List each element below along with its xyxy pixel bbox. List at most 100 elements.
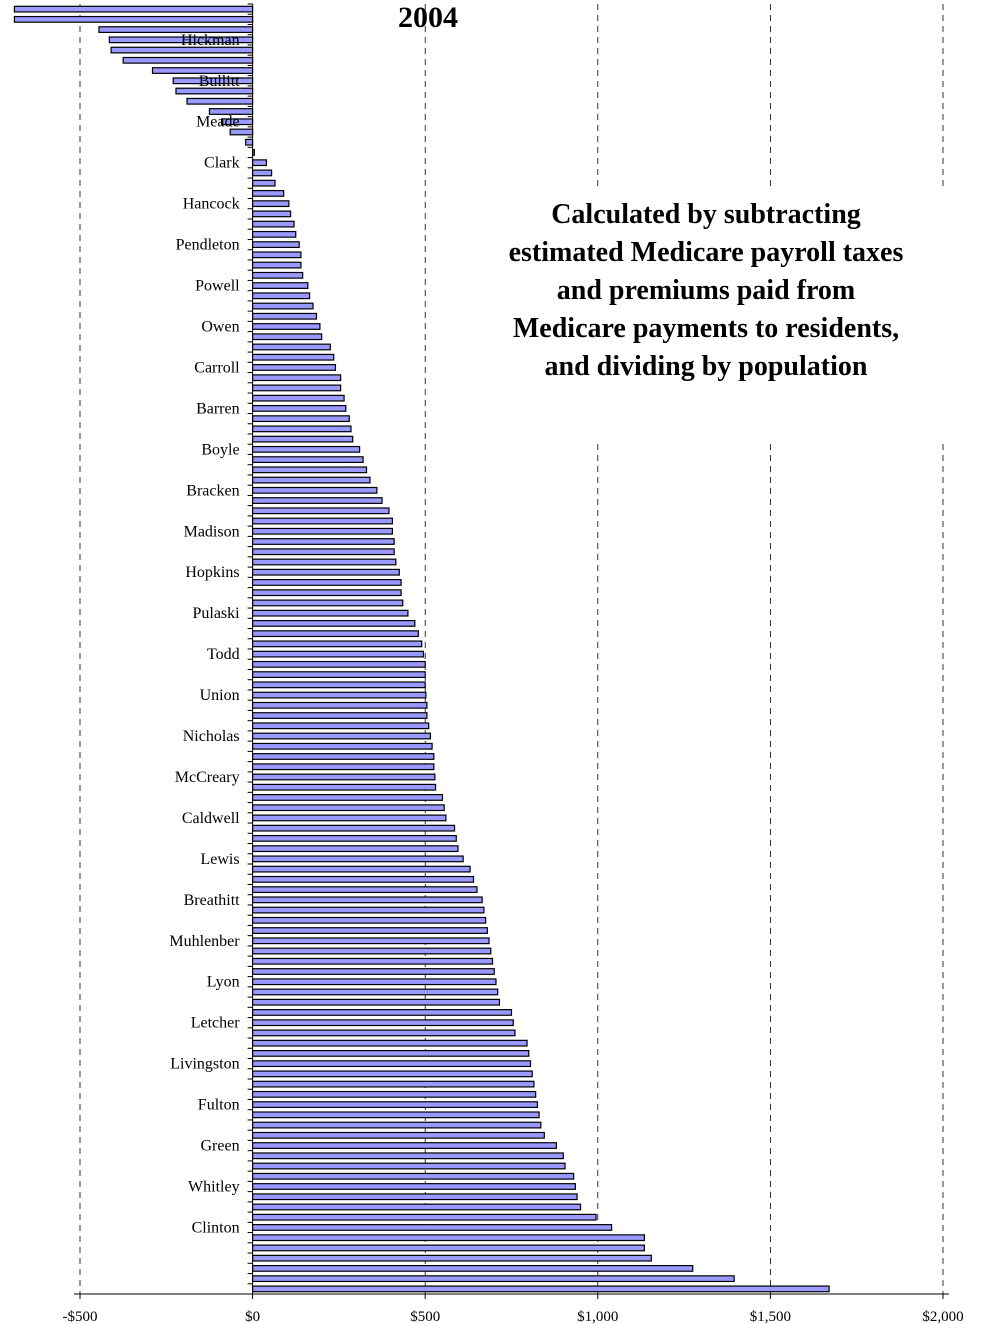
bar-65 (252, 671, 426, 679)
bar-120 (252, 1234, 646, 1242)
bar-110 (252, 1131, 545, 1139)
bar-83 (252, 855, 464, 863)
category-label-27: Green (201, 1138, 240, 1155)
annotation-line-4: and dividing by population (545, 351, 868, 382)
bar-29 (252, 302, 314, 310)
bar-74 (252, 763, 435, 771)
bar-1 (13, 15, 254, 23)
bar-75 (252, 773, 436, 781)
bar-30 (252, 312, 318, 320)
bar-60 (252, 619, 416, 627)
bar-100 (252, 1029, 516, 1037)
x-tick-label-2: $500 (410, 1309, 440, 1324)
bar-34 (252, 353, 335, 361)
bar-116 (252, 1193, 578, 1201)
bar-86 (252, 886, 478, 894)
bar-52 (252, 538, 395, 545)
category-label-13: Hopkins (185, 564, 239, 581)
category-label-6: Powell (195, 278, 240, 295)
bar-16 (252, 169, 273, 177)
bar-47 (252, 486, 378, 494)
bar-49 (252, 507, 390, 515)
bar-61 (252, 630, 419, 638)
annotation-line-3: Medicare payments to residents, (513, 313, 899, 344)
bar-21 (252, 220, 295, 228)
bar-103 (252, 1060, 532, 1068)
bar-15 (252, 159, 268, 167)
bar-92 (252, 947, 492, 955)
category-label-29: Clinton (192, 1219, 240, 1236)
bar-106 (252, 1090, 537, 1098)
x-tick-labels: -$500 $0 $500 $1,000 $1,500 $2,000 (63, 1294, 964, 1324)
category-label-0: Hickman (181, 32, 240, 49)
category-label-8: Carroll (194, 359, 240, 376)
bars (13, 5, 830, 1293)
bar-102 (252, 1049, 530, 1057)
bar-23 (252, 241, 300, 249)
bar-31 (252, 323, 321, 330)
x-tick-label-3: $1,000 (577, 1309, 618, 1324)
bar-97 (252, 998, 501, 1006)
bar-124 (252, 1275, 735, 1283)
bar-80 (252, 824, 456, 832)
annotation: Calculated by subtracting estimated Medic… (509, 199, 904, 382)
category-label-21: Breathitt (184, 892, 241, 909)
bar-44 (252, 456, 364, 464)
bar-25 (252, 261, 302, 269)
category-label-16: Union (200, 687, 240, 704)
annotation-line-0: Calculated by subtracting (551, 199, 861, 230)
bar-112 (252, 1152, 564, 1160)
category-label-3: Clark (204, 155, 240, 172)
bar-121 (252, 1244, 646, 1252)
bar-123 (252, 1264, 694, 1272)
category-label-12: Madison (184, 523, 240, 540)
x-tick-label-5: $2,000 (922, 1309, 963, 1324)
bar-63 (252, 650, 425, 658)
bar-70 (252, 722, 430, 730)
annotation-line-1: estimated Medicare payroll taxes (509, 237, 904, 268)
bar-68 (252, 701, 428, 709)
bar-42 (252, 435, 354, 443)
bar-96 (252, 988, 499, 996)
bar-54 (252, 558, 397, 566)
bar-32 (252, 333, 323, 341)
bar-9 (186, 97, 254, 105)
category-label-26: Fulton (198, 1097, 240, 1114)
category-label-20: Lewis (200, 851, 239, 868)
bar-125 (252, 1285, 830, 1293)
bar-50 (252, 517, 394, 525)
bar-28 (252, 292, 311, 300)
bar-17 (252, 179, 276, 187)
x-tick-label-0: -$500 (63, 1309, 98, 1324)
bar-27 (252, 282, 309, 289)
bar-95 (252, 978, 497, 986)
category-label-23: Lyon (207, 974, 240, 991)
bar-36 (252, 374, 342, 382)
category-label-14: Pulaski (192, 605, 240, 622)
category-label-7: Owen (201, 319, 239, 336)
bar-62 (252, 640, 423, 648)
bar-104 (252, 1070, 533, 1078)
bar-108 (252, 1111, 540, 1119)
bar-118 (252, 1213, 597, 1221)
bar-51 (252, 527, 394, 535)
bar-107 (252, 1101, 538, 1109)
bar-18 (252, 189, 285, 197)
bar-76 (252, 783, 437, 791)
bar-72 (252, 742, 433, 750)
bar-117 (252, 1203, 582, 1211)
bar-84 (252, 865, 471, 873)
bar-13 (245, 138, 254, 146)
annotation-line-2: and premiums paid from (557, 275, 855, 306)
category-label-19: Caldwell (182, 810, 240, 827)
x-tick-label-4: $1,500 (750, 1309, 791, 1324)
category-labels: Hickman Bullitt Meade Clark Hancock Pendleton… (169, 32, 240, 1237)
bar-37 (252, 384, 342, 392)
bar-82 (252, 845, 459, 853)
bar-33 (252, 343, 331, 351)
category-label-10: Boyle (201, 441, 239, 458)
bar-20 (252, 210, 292, 218)
bar-85 (252, 875, 475, 883)
bar-69 (252, 712, 428, 719)
bar-38 (252, 394, 345, 402)
